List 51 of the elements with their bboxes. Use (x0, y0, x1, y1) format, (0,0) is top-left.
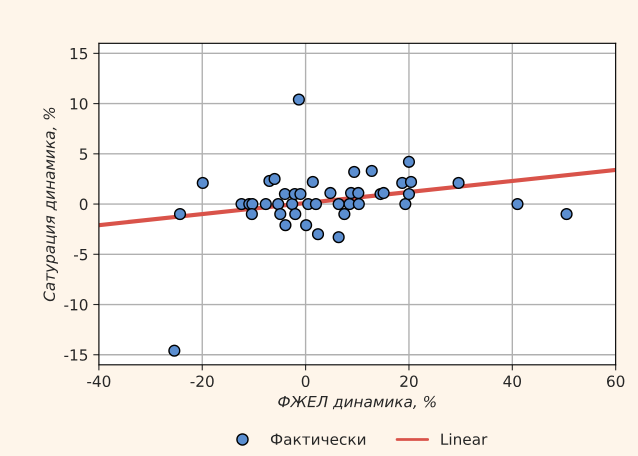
point (246, 208, 258, 220)
point (560, 208, 573, 220)
point (399, 198, 412, 210)
point (306, 176, 319, 188)
y-axis-title: Сатурация динамика, % (43, 108, 58, 302)
point (352, 186, 364, 200)
point (378, 186, 390, 200)
point (260, 198, 272, 210)
y-tick-label: 5 (80, 148, 88, 160)
point (278, 188, 292, 200)
point (289, 208, 302, 220)
point (366, 164, 378, 177)
point (404, 176, 418, 188)
point (310, 198, 322, 210)
y-tick-label: 0 (80, 198, 88, 210)
x-tick-label: 40 (503, 375, 522, 388)
point (348, 166, 360, 178)
y-tick-label: -10 (64, 298, 88, 311)
point (174, 208, 186, 220)
point (312, 228, 324, 240)
point (292, 94, 305, 106)
y-tick-label: -5 (74, 248, 88, 260)
y-tick-label: 10 (70, 98, 88, 110)
point (402, 188, 416, 200)
point (272, 198, 284, 210)
point (511, 198, 524, 210)
point (332, 231, 345, 244)
point (300, 219, 312, 232)
x-tick-label: -20 (190, 375, 214, 388)
y-tick-label: 15 (70, 48, 88, 60)
point (332, 198, 345, 210)
x-axis-title: ФЖЕЛ динамика, % (278, 396, 436, 410)
point (279, 219, 292, 232)
x-tick-label: 0 (302, 375, 310, 388)
x-tick-label: 60 (607, 375, 624, 388)
point (338, 208, 350, 220)
point (402, 156, 416, 168)
point (452, 176, 465, 190)
point (168, 344, 180, 357)
point (196, 176, 209, 190)
point (246, 198, 258, 210)
point (352, 198, 365, 210)
point (274, 208, 286, 220)
x-tick-label: -40 (87, 375, 110, 388)
point (324, 186, 336, 200)
y-tick-label: -15 (64, 349, 88, 361)
point (294, 188, 307, 200)
legend-label: Фактически (270, 434, 366, 446)
legend-label: Linear (441, 433, 488, 446)
point (268, 172, 281, 186)
x-tick-label: 20 (400, 375, 418, 388)
